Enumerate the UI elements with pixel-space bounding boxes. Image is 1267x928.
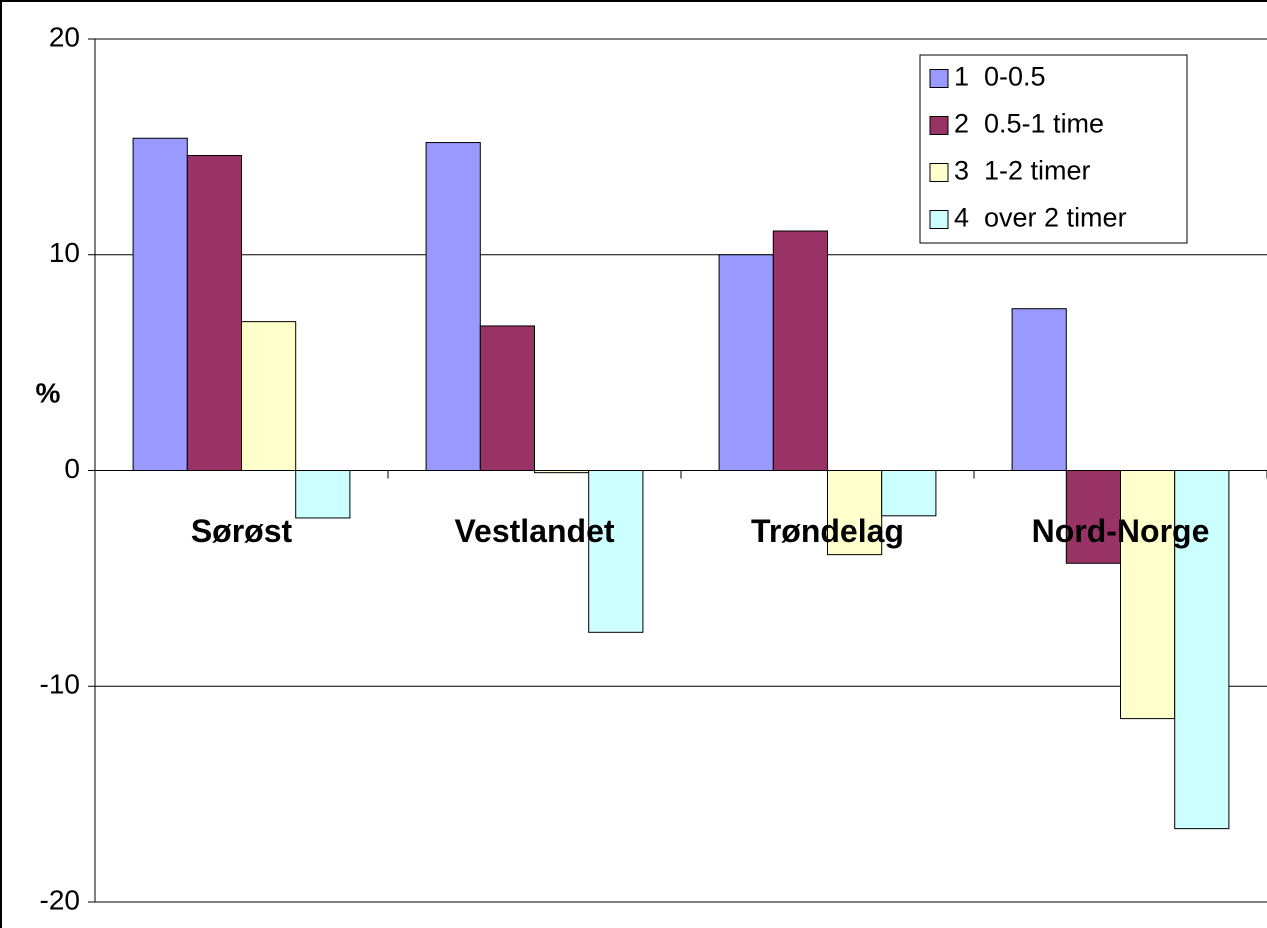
legend-swatch xyxy=(929,210,949,229)
x-tick-label: Vestlandet xyxy=(454,513,614,549)
y-tick-label: 0 xyxy=(64,453,80,484)
legend-swatch xyxy=(929,163,949,182)
y-tick-label: 20 xyxy=(49,21,80,52)
bar xyxy=(132,137,188,471)
legend-label: 2 0.5-1 time xyxy=(954,109,1104,139)
bar xyxy=(1120,470,1176,720)
x-tick-label: Nord-Norge xyxy=(1032,513,1210,549)
y-tick-label: -10 xyxy=(40,669,80,700)
bar xyxy=(1011,308,1067,471)
bar xyxy=(186,155,242,471)
bar xyxy=(881,470,937,517)
legend-label: 1 0-0.5 xyxy=(954,62,1046,92)
bar xyxy=(425,142,481,471)
legend-swatch xyxy=(929,116,949,135)
legend-label: 4 over 2 timer xyxy=(954,203,1127,233)
bar xyxy=(588,470,644,633)
legend-swatch xyxy=(929,69,949,88)
y-tick-label: -20 xyxy=(40,884,80,915)
x-tick-label: Trøndelag xyxy=(751,513,904,549)
bar xyxy=(718,254,774,471)
bar xyxy=(479,325,536,472)
legend xyxy=(919,54,1188,244)
y-tick-label: 10 xyxy=(49,237,80,268)
bar xyxy=(241,321,297,471)
x-tick-label: Sørøst xyxy=(191,513,293,549)
bar xyxy=(295,470,351,519)
y-axis-label: % xyxy=(36,377,61,408)
legend-label: 3 1-2 timer xyxy=(954,156,1091,186)
bar xyxy=(772,230,828,471)
